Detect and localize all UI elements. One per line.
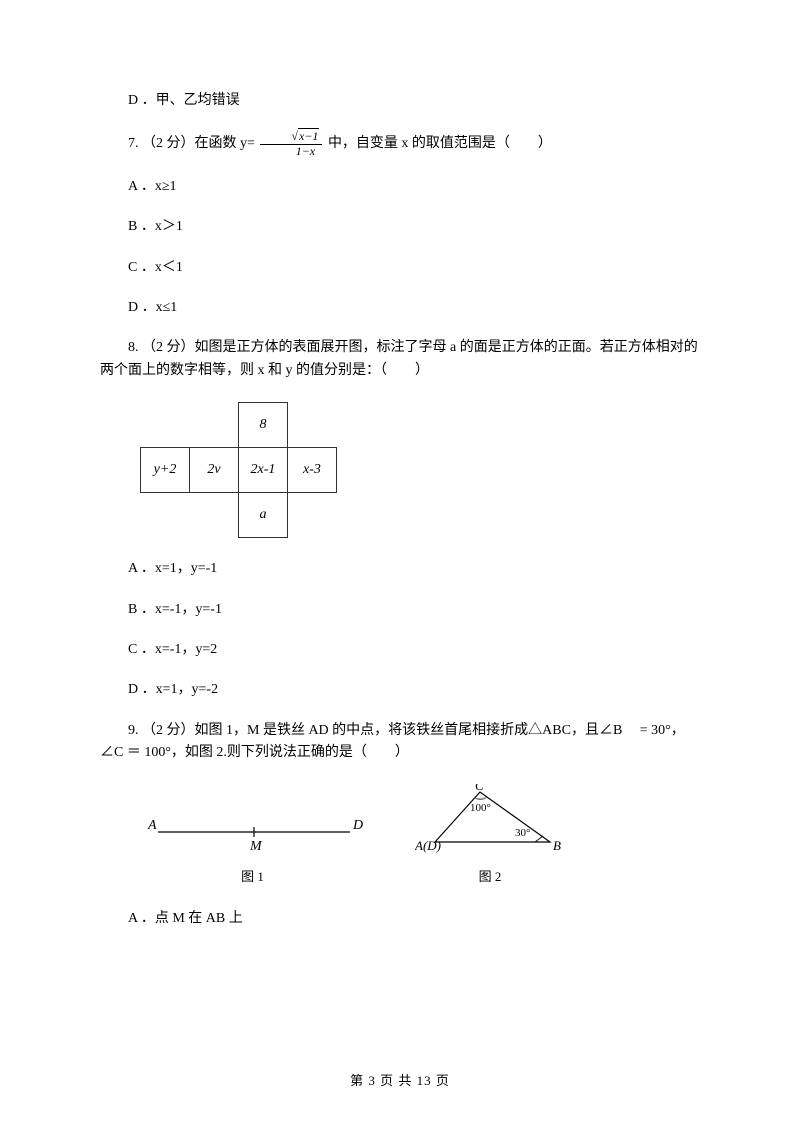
- q7-stem-pre: 7. （2 分）在函数 y=: [128, 136, 258, 151]
- q7-stem: 7. （2 分）在函数 y= √x−1 1−x 中，自变量 x 的取值范围是（ …: [100, 130, 700, 157]
- cube-net: 8 y+2 2v 2x-1 x-3 a: [140, 402, 337, 538]
- page-footer: 第 3 页 共 13 页: [0, 1071, 800, 1092]
- q7-stem-post: 中，自变量 x 的取值范围是（ ）: [328, 136, 552, 151]
- line-segment-icon: A M D: [140, 814, 365, 854]
- q8-option-d: D ．x=1，y=-2: [100, 679, 700, 701]
- net-c3: 2x-1: [239, 448, 288, 493]
- q9-figure-2: C 100° 30° A(D) B 图 2: [415, 784, 565, 887]
- q8-option-b: B ．x=-1，y=-1: [100, 599, 700, 621]
- fig2-label: 图 2: [415, 867, 565, 888]
- q7-denominator: 1−x: [260, 145, 322, 158]
- net-bottom: a: [239, 493, 288, 538]
- q9-figures: A M D 图 1 C 100° 30° A(D) B 图 2: [140, 784, 700, 887]
- q7-fraction: √x−1 1−x: [260, 130, 322, 157]
- q7-numerator: √x−1: [260, 130, 322, 144]
- net-c4: x-3: [288, 448, 337, 493]
- q7-option-b: B ．x＞1: [100, 216, 700, 238]
- q7-option-d: D ．x≤1: [100, 297, 700, 319]
- svg-text:A(D): A(D): [415, 838, 441, 853]
- q8-net-figure: 8 y+2 2v 2x-1 x-3 a: [140, 402, 700, 538]
- svg-text:C: C: [475, 784, 484, 793]
- svg-text:100°: 100°: [470, 802, 491, 814]
- q8-option-c: C ．x=-1，y=2: [100, 639, 700, 661]
- q9-figure-1: A M D 图 1: [140, 814, 365, 887]
- svg-text:M: M: [249, 839, 263, 854]
- q7-option-c: C ．x＜1: [100, 257, 700, 279]
- q9-option-a: A ．点 M 在 AB 上: [100, 908, 700, 930]
- net-top: 8: [239, 403, 288, 448]
- net-c2: 2v: [190, 448, 239, 493]
- svg-text:30°: 30°: [515, 827, 530, 839]
- net-c1: y+2: [141, 448, 190, 493]
- svg-text:D: D: [352, 818, 363, 833]
- q8-option-a: A ．x=1，y=-1: [100, 558, 700, 580]
- fig1-label: 图 1: [140, 867, 365, 888]
- q9-stem: 9. （2 分）如图 1，M 是铁丝 AD 的中点，将该铁丝首尾相接折成△ABC…: [100, 720, 700, 765]
- svg-text:B: B: [553, 838, 561, 853]
- q8-stem: 8. （2 分）如图是正方体的表面展开图，标注了字母 a 的面是正方体的正面。若…: [100, 337, 700, 382]
- svg-text:A: A: [147, 818, 157, 833]
- q7-option-a: A ．x≥1: [100, 176, 700, 198]
- triangle-icon: C 100° 30° A(D) B: [415, 784, 565, 854]
- q6-option-d: D ．甲、乙均错误: [100, 90, 700, 112]
- page-content: D ．甲、乙均错误 7. （2 分）在函数 y= √x−1 1−x 中，自变量 …: [0, 0, 800, 988]
